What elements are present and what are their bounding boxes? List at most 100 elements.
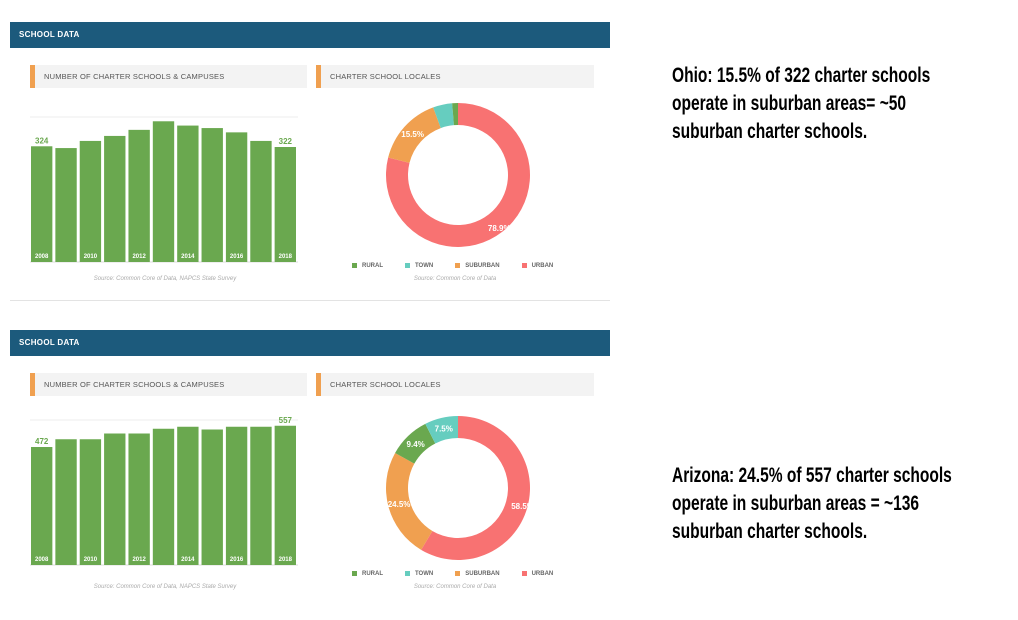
slice-urban bbox=[386, 103, 530, 247]
x-tick-label: 2014 bbox=[181, 557, 195, 563]
bar-chart-title: NUMBER OF CHARTER SCHOOLS & CAMPUSES bbox=[30, 373, 307, 396]
bar bbox=[177, 426, 199, 565]
bar bbox=[79, 439, 102, 565]
bar bbox=[274, 425, 296, 565]
slice-rural bbox=[395, 423, 436, 464]
pie-source: Source: Common Core of Data bbox=[413, 584, 497, 590]
bar bbox=[128, 129, 150, 262]
ohio-bar-chart: 2008 324 2010 2012 2014 2016 2018 322 bbox=[30, 116, 298, 263]
x-tick-label: 2016 bbox=[230, 557, 244, 563]
x-tick-label: 2018 bbox=[279, 557, 293, 563]
slice-label: 24.5% bbox=[388, 500, 411, 509]
legend-item-urban: URBAN bbox=[521, 263, 554, 270]
data-label: 324 bbox=[35, 136, 49, 145]
legend-item-suburban: SUBURBAN bbox=[455, 571, 500, 578]
slice-label: 9.4% bbox=[407, 440, 425, 449]
legend-swatch bbox=[521, 263, 527, 268]
legend-item-rural: RURAL bbox=[352, 263, 383, 269]
slice-rural bbox=[452, 103, 458, 126]
legend-item-town: TOWN bbox=[405, 571, 433, 577]
note-line: suburban charter schools. bbox=[672, 520, 868, 543]
legend-swatch bbox=[405, 571, 410, 576]
x-tick-label: 2008 bbox=[35, 254, 49, 260]
bar bbox=[55, 439, 77, 565]
legend-label: TOWN bbox=[415, 263, 434, 270]
bar bbox=[104, 433, 126, 565]
x-tick-label: 2010 bbox=[84, 557, 98, 563]
legend-label: URBAN bbox=[531, 263, 554, 270]
x-tick-label: 2016 bbox=[230, 254, 244, 260]
slice-suburban bbox=[386, 452, 433, 550]
bar bbox=[128, 433, 150, 565]
arizona-school-data-panel: SCHOOL DATA NUMBER OF CHARTER SCHOOLS & … bbox=[10, 330, 610, 620]
legend-item-town: TOWN bbox=[405, 263, 433, 269]
note-line: Arizona: 24.5% of 557 charter schools bbox=[672, 464, 952, 487]
bar bbox=[201, 429, 223, 565]
legend-label: TOWN bbox=[415, 571, 434, 578]
ohio-school-data-panel: SCHOOL DATA NUMBER OF CHARTER SCHOOLS & … bbox=[10, 22, 610, 312]
bar bbox=[250, 426, 272, 565]
legend-swatch bbox=[455, 571, 461, 576]
arizona-bar-chart: 2008 472 2010 2012 2014 2016 2018 557 bbox=[30, 416, 298, 566]
legend-swatch bbox=[352, 263, 357, 268]
bar bbox=[274, 147, 296, 262]
data-label: 557 bbox=[279, 416, 293, 425]
x-tick-label: 2008 bbox=[35, 557, 49, 563]
arizona-donut-chart: 58.5% 24.5% 9.4% 7.5% bbox=[386, 416, 534, 560]
bar-chart-title: NUMBER OF CHARTER SCHOOLS & CAMPUSES bbox=[30, 65, 307, 88]
pie-source: Source: Common Core of Data bbox=[413, 276, 497, 282]
slice-town bbox=[433, 103, 454, 129]
bar-source: Source: Common Core of Data, NAPCS State… bbox=[93, 276, 237, 282]
pie-legend: RURAL TOWN SUBURBAN URBAN bbox=[352, 263, 553, 269]
bar bbox=[225, 426, 248, 565]
legend-swatch bbox=[352, 571, 357, 576]
x-tick-label: 2012 bbox=[132, 254, 146, 260]
ohio-donut-chart: 78.9% 15.5% bbox=[386, 103, 530, 247]
note-line: operate in suburban areas= ~50 bbox=[672, 92, 907, 115]
bar bbox=[250, 140, 272, 262]
bar bbox=[201, 128, 223, 262]
slice-label: 78.9% bbox=[488, 224, 511, 233]
school-data-header: SCHOOL DATA bbox=[10, 22, 610, 48]
bar bbox=[152, 121, 175, 263]
bar bbox=[31, 447, 53, 565]
note-line: operate in suburban areas = ~136 bbox=[672, 492, 920, 515]
bar bbox=[177, 125, 199, 262]
slice-town bbox=[425, 416, 458, 444]
bar bbox=[79, 140, 102, 262]
legend-label: URBAN bbox=[531, 571, 554, 578]
bar bbox=[31, 146, 53, 262]
note-line: suburban charter schools. bbox=[672, 120, 868, 143]
bar bbox=[55, 148, 77, 262]
data-label: 322 bbox=[279, 137, 293, 146]
bar-source: Source: Common Core of Data, NAPCS State… bbox=[93, 584, 237, 590]
x-tick-label: 2018 bbox=[279, 254, 293, 260]
bar bbox=[152, 428, 175, 565]
slice-label: 7.5% bbox=[435, 425, 453, 434]
legend-label: RURAL bbox=[362, 571, 383, 578]
x-tick-label: 2010 bbox=[84, 254, 98, 260]
legend-item-urban: URBAN bbox=[521, 571, 554, 578]
legend-item-suburban: SUBURBAN bbox=[455, 263, 500, 270]
x-tick-label: 2014 bbox=[181, 254, 195, 260]
legend-label: RURAL bbox=[362, 263, 383, 270]
slice-label: 15.5% bbox=[401, 130, 424, 139]
note-line: Ohio: 15.5% of 322 charter schools bbox=[672, 64, 931, 87]
slice-urban bbox=[421, 416, 530, 560]
legend-swatch bbox=[405, 263, 410, 268]
data-label: 472 bbox=[35, 437, 49, 446]
legend-swatch bbox=[521, 571, 527, 576]
slice-suburban bbox=[388, 107, 441, 163]
legend-label: SUBURBAN bbox=[465, 571, 500, 578]
pie-legend: RURAL TOWN SUBURBAN URBAN bbox=[352, 571, 553, 577]
bar bbox=[225, 132, 248, 262]
legend-swatch bbox=[455, 263, 461, 268]
x-tick-label: 2012 bbox=[132, 557, 146, 563]
slice-label: 58.5% bbox=[511, 502, 534, 511]
legend-item-rural: RURAL bbox=[352, 571, 383, 577]
divider bbox=[10, 300, 610, 301]
bar bbox=[104, 135, 126, 262]
legend-label: SUBURBAN bbox=[465, 263, 500, 270]
pie-chart-title: CHARTER SCHOOL LOCALES bbox=[316, 65, 594, 88]
school-data-header: SCHOOL DATA bbox=[10, 330, 610, 356]
